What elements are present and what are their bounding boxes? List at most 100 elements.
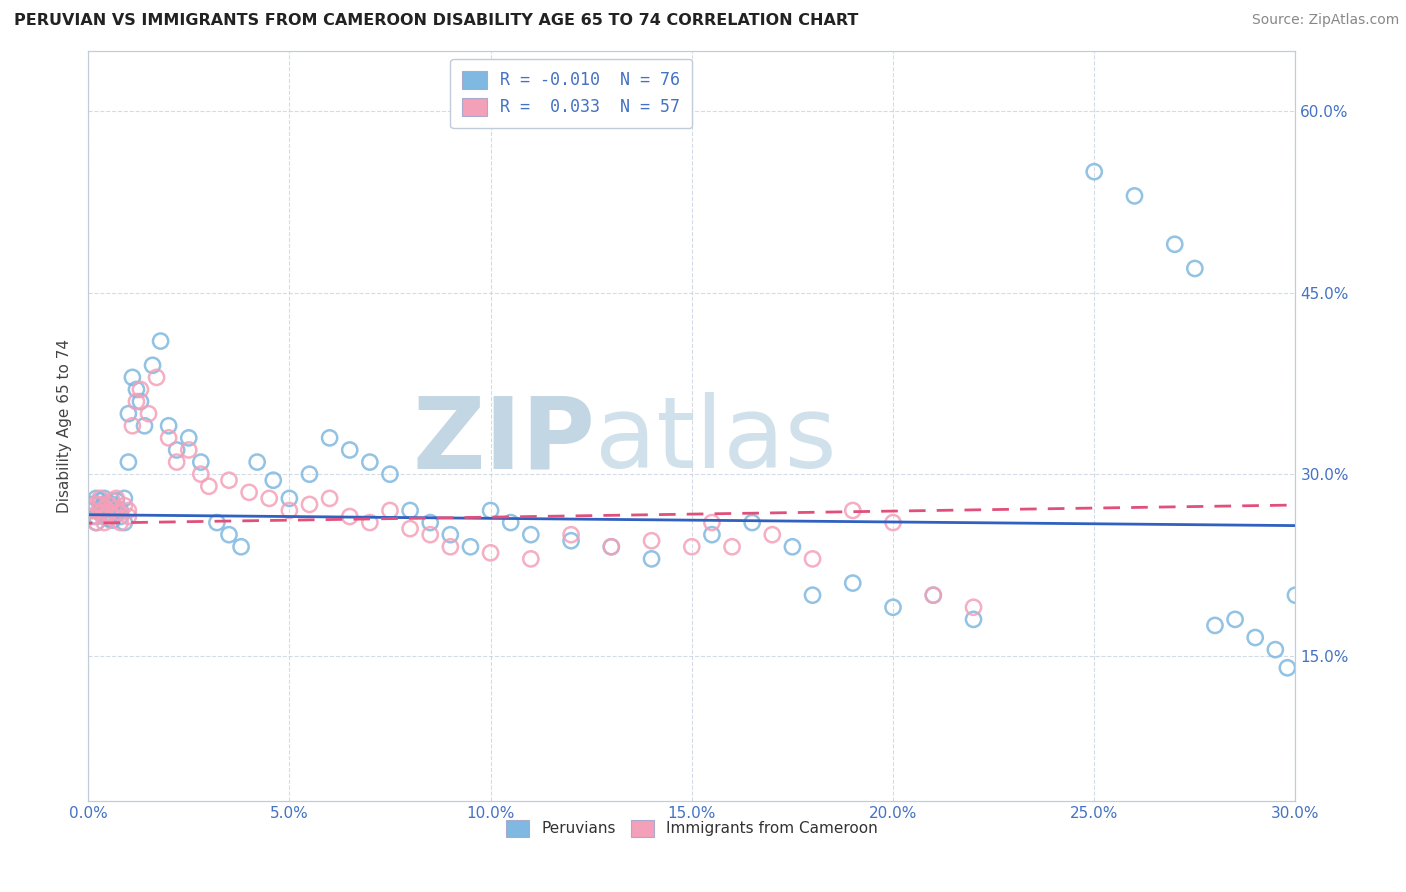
Point [298,467,321,482]
Point [1277,661,1299,675]
Point [882,516,904,530]
Point [84,516,107,530]
Point [257,491,280,506]
Point [84,509,107,524]
Point [560,533,582,548]
Point [93,509,115,524]
Point [149,334,172,348]
Point [842,576,865,591]
Point [419,516,441,530]
Point [479,503,502,517]
Point [520,552,543,566]
Point [1223,612,1246,626]
Point [117,503,139,517]
Point [145,370,167,384]
Point [1264,642,1286,657]
Point [129,394,152,409]
Point [378,503,401,517]
Point [246,455,269,469]
Point [962,600,984,615]
Point [1123,189,1146,203]
Text: Source: ZipAtlas.com: Source: ZipAtlas.com [1251,13,1399,28]
Point [520,527,543,541]
Point [700,527,723,541]
Point [121,418,143,433]
Point [82,498,104,512]
Point [198,479,221,493]
Point [339,442,361,457]
Point [82,509,104,524]
Point [177,431,200,445]
Point [110,516,132,530]
Point [600,540,623,554]
Point [134,418,156,433]
Point [101,513,124,527]
Point [560,527,582,541]
Point [439,540,461,554]
Point [190,455,212,469]
Point [97,498,120,512]
Point [640,533,662,548]
Point [318,431,340,445]
Point [278,491,301,506]
Point [229,540,252,554]
Point [700,516,723,530]
Point [499,516,522,530]
Point [339,509,361,524]
Point [600,540,623,554]
Point [177,442,200,457]
Point [82,503,104,517]
Point [121,370,143,384]
Text: PERUVIAN VS IMMIGRANTS FROM CAMEROON DISABILITY AGE 65 TO 74 CORRELATION CHART: PERUVIAN VS IMMIGRANTS FROM CAMEROON DIS… [14,13,859,29]
Point [93,509,115,524]
Point [399,522,422,536]
Point [117,509,139,524]
Point [922,588,945,602]
Point [110,509,132,524]
Point [105,493,128,508]
Point [640,552,662,566]
Point [218,527,240,541]
Point [84,516,107,530]
Point [97,512,120,526]
Point [97,506,120,520]
Text: atlas: atlas [595,392,837,490]
Text: ZIP: ZIP [412,392,595,490]
Point [460,540,482,554]
Point [89,506,111,520]
Point [138,407,160,421]
Point [166,455,188,469]
Point [97,506,120,520]
Legend: Peruvians, Immigrants from Cameroon: Peruvians, Immigrants from Cameroon [496,811,887,846]
Point [93,503,115,517]
Point [117,407,139,421]
Point [741,516,763,530]
Point [419,527,441,541]
Point [105,501,128,516]
Point [278,503,301,517]
Point [761,527,783,541]
Point [298,498,321,512]
Point [1164,237,1187,252]
Point [93,491,115,506]
Point [1284,588,1306,602]
Point [93,516,115,530]
Point [157,418,180,433]
Point [782,540,804,554]
Point [842,503,865,517]
Point [399,503,422,517]
Point [125,383,148,397]
Point [141,359,163,373]
Point [89,498,111,512]
Point [262,473,284,487]
Point [882,600,904,615]
Point [101,493,124,508]
Point [205,516,228,530]
Point [801,588,824,602]
Point [89,493,111,508]
Point [125,394,148,409]
Point [129,383,152,397]
Point [238,485,260,500]
Point [84,498,107,512]
Point [93,498,115,512]
